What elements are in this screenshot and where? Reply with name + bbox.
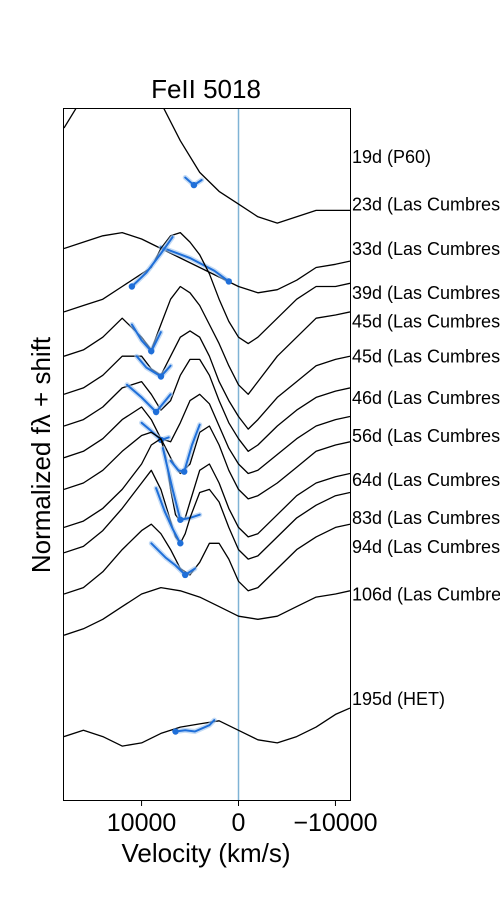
fit-line-3	[130, 236, 174, 288]
epoch-label-3: 33d (Las Cumbres)	[352, 239, 500, 259]
epoch-labels: 19d (P60) 23d (Las Cumbres) 33d (Las Cumbr…	[352, 147, 500, 709]
spectrum-line-5	[64, 330, 350, 430]
fit-line-6	[126, 383, 172, 414]
spectrum-line-10	[64, 469, 350, 560]
spectrum-line-1	[64, 109, 350, 224]
spectrum-line-6	[64, 358, 350, 452]
x-tick-label-3: −10000	[293, 809, 377, 837]
chart-title: FeII 5018	[151, 74, 261, 104]
epoch-label-8: 56d (Las Cumbres)	[352, 426, 500, 446]
epoch-label-13: 195d (HET)	[352, 689, 445, 709]
x-axis-label: Velocity (km/s)	[121, 838, 290, 868]
fit-line-11	[150, 542, 196, 577]
fit-minimum-2	[225, 278, 233, 285]
epoch-label-9: 64d (Las Cumbres)	[352, 470, 500, 490]
plot-area	[64, 109, 350, 800]
fit-minimum-1	[190, 181, 198, 189]
fit-line-13	[174, 719, 216, 733]
fit-line-10	[155, 487, 182, 545]
spectrum-line-2	[64, 231, 350, 294]
fit-minimum-3	[128, 283, 136, 290]
y-axis-label: Normalized fλ + shift	[26, 336, 56, 573]
epoch-label-10: 83d (Las Cumbres)	[352, 508, 500, 528]
spectrum-line-8	[64, 425, 350, 500]
x-tick-label-1: 10000	[107, 809, 177, 837]
fit-line-5	[135, 355, 172, 378]
fit-minimum-8	[181, 468, 188, 475]
spectrum-line-7	[64, 393, 350, 475]
fit-samples-2	[158, 244, 232, 284]
fit-samples-9	[160, 445, 203, 523]
fit-minimum-10	[177, 540, 184, 547]
epoch-label-11: 94d (Las Cumbres)	[352, 537, 500, 557]
fit-samples-11	[148, 540, 198, 579]
fit-line-9	[161, 447, 201, 521]
fit-minimum-11	[181, 571, 189, 579]
spectrum-line-4	[64, 285, 350, 395]
fit-minimum-13	[172, 728, 179, 735]
epoch-label-4: 39d (Las Cumbres)	[352, 283, 500, 303]
plot-frame	[63, 108, 351, 801]
fit-line-2	[159, 246, 230, 283]
x-axis-ticks: 10000 0 −10000	[107, 800, 378, 837]
fit-line-4	[130, 323, 162, 353]
epoch-label-7: 46d (Las Cumbres)	[352, 388, 500, 408]
spectrum-line-3	[64, 231, 350, 345]
fit-minimum-9	[177, 516, 184, 523]
epoch-label-5: 45d (Las Cumbres)	[352, 312, 500, 332]
spectrum-line-9	[64, 438, 350, 538]
epoch-label-1: 19d (P60)	[352, 147, 431, 167]
fit-minimum-5	[157, 373, 165, 380]
fit-minimum-4	[148, 347, 155, 355]
fit-minimum-6	[152, 408, 160, 416]
epoch-label-2: 23d (Las Cumbres)	[352, 194, 500, 214]
epoch-label-6: 45d (Las Cumbres)	[352, 347, 500, 367]
spectrum-line-11	[64, 523, 350, 595]
fit-samples-6	[124, 382, 174, 416]
epoch-label-12: 106d (Las Cumbres)	[352, 584, 500, 604]
x-tick-label-2: 0	[232, 809, 246, 837]
spectrum-line-12	[64, 586, 350, 636]
